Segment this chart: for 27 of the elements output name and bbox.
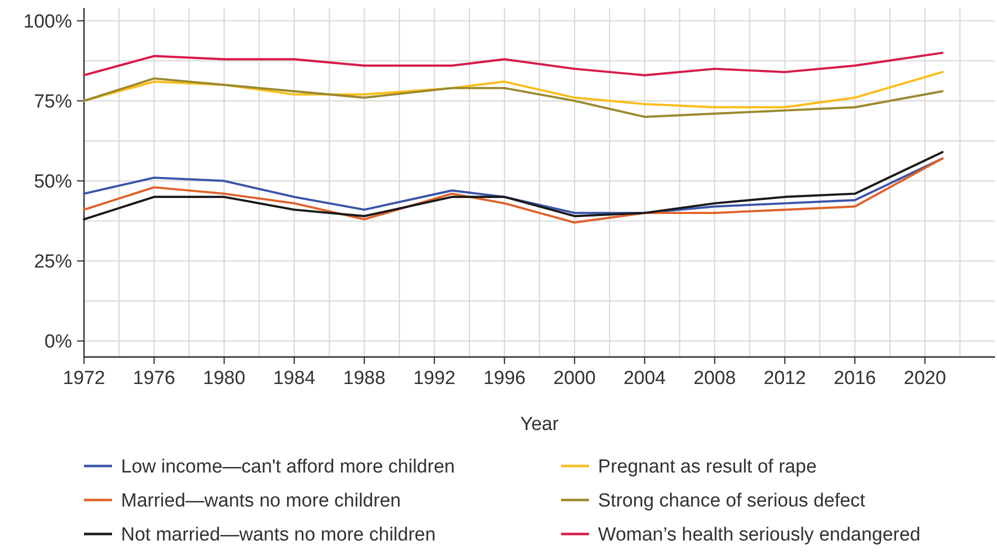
legend-label: Pregnant as result of rape [598, 456, 817, 478]
x-tick-label: 1996 [483, 368, 526, 389]
x-tick-label: 2008 [694, 368, 736, 389]
legend-label: Not married—wants no more children [121, 524, 436, 546]
x-tick-label: 2016 [834, 368, 876, 389]
y-tick-label: 25% [34, 252, 72, 273]
line-series [82, 77, 944, 118]
legend-label: Woman’s health seriously endangered [598, 524, 920, 546]
x-tick-label: 2020 [904, 368, 946, 389]
legend-label: Married—wants no more children [121, 490, 401, 512]
x-tick-label: 1980 [203, 368, 246, 389]
x-tick-label: 2000 [553, 368, 596, 389]
x-tick-label: 2012 [764, 368, 806, 389]
x-tick-label: 1988 [343, 368, 386, 389]
x-tick-label: 1984 [273, 368, 316, 389]
y-tick-label: 50% [34, 172, 72, 193]
y-tick-label: 75% [34, 92, 72, 113]
x-tick-label: 1976 [132, 368, 176, 389]
legend-label: Low income—can't afford more children [121, 456, 455, 478]
y-tick-label: 0% [44, 332, 72, 353]
x-tick-label: 2004 [623, 368, 666, 389]
x-axis-title: Year [520, 414, 560, 435]
x-tick-label: 1992 [413, 368, 456, 389]
legend-label: Strong chance of serious defect [598, 490, 866, 512]
x-tick-label: 1972 [62, 368, 106, 389]
line-series [82, 52, 944, 76]
y-tick-label: 100% [23, 11, 72, 32]
